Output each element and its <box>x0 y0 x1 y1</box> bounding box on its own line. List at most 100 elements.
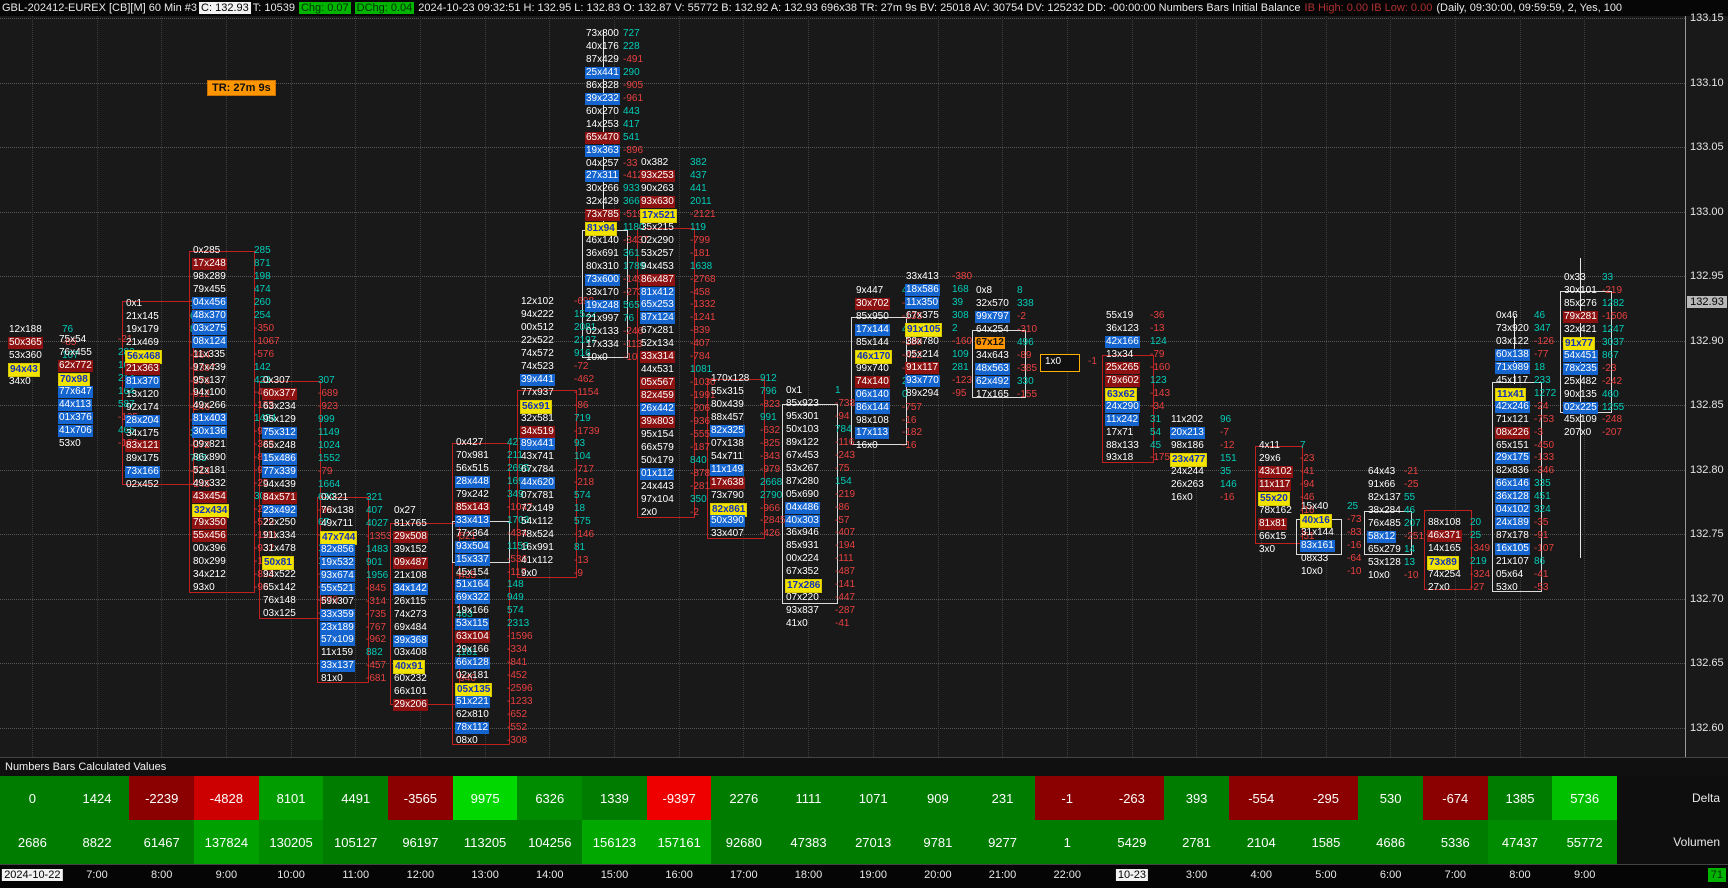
footprint-cell: 81x403 <box>192 413 227 426</box>
footprint-cell: 48x563 <box>975 362 1010 375</box>
footprint-cell: 81x94 <box>585 222 617 237</box>
time-gridline <box>96 16 98 757</box>
footprint-delta-value: -1397 <box>190 362 216 374</box>
price-axis-label: 132.95 <box>1690 270 1724 282</box>
time-axis-label: 2024-10-22 <box>2 869 63 881</box>
title-segment: C: 132.93 <box>199 2 251 14</box>
footprint-cell: 41x112 <box>521 555 554 566</box>
footprint-delta-value: 96 <box>1220 414 1232 425</box>
footprint-delta-value: -16 <box>1220 491 1235 503</box>
footprint-delta-value: -632 <box>760 424 781 436</box>
footprint-chart-area[interactable]: 12x1887650x365-8553x36010794x43-6434x0-3… <box>0 16 1685 757</box>
footprint-cell: 27x0 <box>1428 581 1450 593</box>
footprint-delta-value: -825 <box>760 437 781 449</box>
footprint-cell: 45x154 <box>456 566 489 578</box>
price-axis-label: 132.85 <box>1690 399 1724 411</box>
footprint-cell: 64x254 <box>976 323 1009 335</box>
footprint-delta-value: 148 <box>507 579 524 591</box>
footprint-delta-value: -738 <box>835 397 856 409</box>
footprint-cell: 10x0 <box>1301 565 1323 577</box>
footprint-cell: 74x572 <box>521 347 554 359</box>
footprint-cell: 93x0 <box>193 581 215 593</box>
footprint-delta-value: 0 <box>902 388 908 400</box>
footprint-delta-value: -187 <box>690 441 711 453</box>
price-axis-label: 133.05 <box>1690 141 1724 153</box>
footprint-cell: 67x453 <box>786 449 819 461</box>
footprint-cell: 11x159 <box>321 647 354 659</box>
footprint-delta-value: 1255 <box>1602 401 1625 413</box>
price-axis-label: 132.75 <box>1690 528 1724 540</box>
delta-cell: -4828 <box>194 776 259 820</box>
footprint-delta-value: -13 <box>1150 322 1165 334</box>
footprint-delta-value: 45 <box>1150 439 1162 451</box>
footprint-cell: 16x0 <box>1171 491 1193 503</box>
footprint-cell: 00x224 <box>786 553 819 565</box>
footprint-delta-value: -181 <box>690 247 711 259</box>
time-gridline <box>1454 16 1456 757</box>
footprint-delta-value: 146 <box>1220 478 1237 490</box>
footprint-cell: 9x447 <box>856 285 884 296</box>
footprint-cell: 60x377 <box>262 387 297 400</box>
footprint-delta-value: -79 <box>318 465 333 477</box>
time-axis-label: 7:00 <box>86 869 108 881</box>
footprint-cell: 02x290 <box>641 234 674 246</box>
footprint-cell: 2x0 <box>641 506 658 518</box>
footprint-delta-value: -64 <box>1347 552 1362 564</box>
footprint-delta-value: -27 <box>1470 581 1485 593</box>
footprint-delta-value: -940 <box>456 673 477 685</box>
footprint-cell: 36x946 <box>786 527 819 539</box>
delta-cell: 1071 <box>840 776 906 820</box>
footprint-delta-value: 39 <box>952 296 964 308</box>
volume-cell: 4686 <box>1358 820 1423 864</box>
footprint-cell: 65x142 <box>263 582 296 594</box>
footprint-delta-value: -95 <box>952 387 967 399</box>
footprint-cell: 24x290 <box>1105 400 1140 413</box>
footprint-cell: 53x360 <box>9 349 42 361</box>
footprint-cell: 32x421 <box>1564 323 1597 335</box>
bar-wick <box>603 30 604 230</box>
footprint-cell: 33x407 <box>711 528 744 540</box>
footprint-delta-value: 104 <box>574 451 591 463</box>
footprint-delta-value: -160 <box>1150 361 1171 373</box>
footprint-delta-value: -753 <box>1534 413 1555 425</box>
footprint-delta-value: 437 <box>690 169 707 181</box>
footprint-delta-value: -979 <box>760 463 781 475</box>
footprint-cell: 11x117 <box>1258 478 1292 491</box>
footprint-cell: 43x102 <box>1258 465 1293 478</box>
footprint-delta-value: 427 <box>507 437 524 448</box>
footprint-delta-value: 324 <box>1534 504 1551 516</box>
footprint-cell: 19x363 <box>585 144 620 157</box>
footprint-cell: 35x215 <box>641 221 674 233</box>
footprint-cell: 15x40 <box>1301 501 1329 512</box>
footprint-delta-value: 465 <box>118 424 135 436</box>
footprint-delta-value: -2768 <box>690 273 716 285</box>
footprint-delta-value: -2121 <box>690 208 716 220</box>
footprint-delta-value: 871 <box>254 257 271 269</box>
footprint-cell: 79x242 <box>456 488 489 500</box>
footprint-cell: 00x396 <box>193 542 226 554</box>
price-axis-label: 132.90 <box>1690 334 1724 347</box>
delta-cell: 8101 <box>258 776 324 820</box>
footprint-cell: 94x222 <box>521 308 554 320</box>
footprint-delta-value: -248 <box>1602 414 1623 426</box>
footprint-delta-value: 154 <box>835 475 852 487</box>
delta-cell: 1385 <box>1487 776 1553 820</box>
footprint-cell: 52x134 <box>641 338 674 350</box>
footprint-cell: 74x140 <box>855 375 890 388</box>
footprint-delta-value: 33 <box>1602 272 1614 283</box>
footprint-delta-value: 1247 <box>1602 323 1625 335</box>
footprint-cell: 89x294 <box>906 387 939 399</box>
footprint-delta-value: -845 <box>366 582 387 594</box>
delta-cell: 1339 <box>582 776 647 820</box>
footprint-delta-value: -16 <box>902 414 917 426</box>
volume-cell: 47383 <box>776 820 841 864</box>
footprint-delta-value: 1024 <box>318 439 341 451</box>
time-axis[interactable]: 2024-10-22 7:00 8:00 9:00 10:00 11:00 12:00 13:… <box>0 864 1728 888</box>
footprint-cell: 21x108 <box>394 569 427 581</box>
footprint-delta-value: -75 <box>835 462 850 474</box>
footprint-cell: 04x257 <box>586 157 619 169</box>
footprint-delta-value: -35 <box>1534 517 1549 529</box>
price-axis[interactable]: 133.15 133.10 133.05 133.00 132.95 132.90 132.… <box>1685 12 1728 757</box>
footprint-delta-value: 124 <box>1150 335 1167 347</box>
